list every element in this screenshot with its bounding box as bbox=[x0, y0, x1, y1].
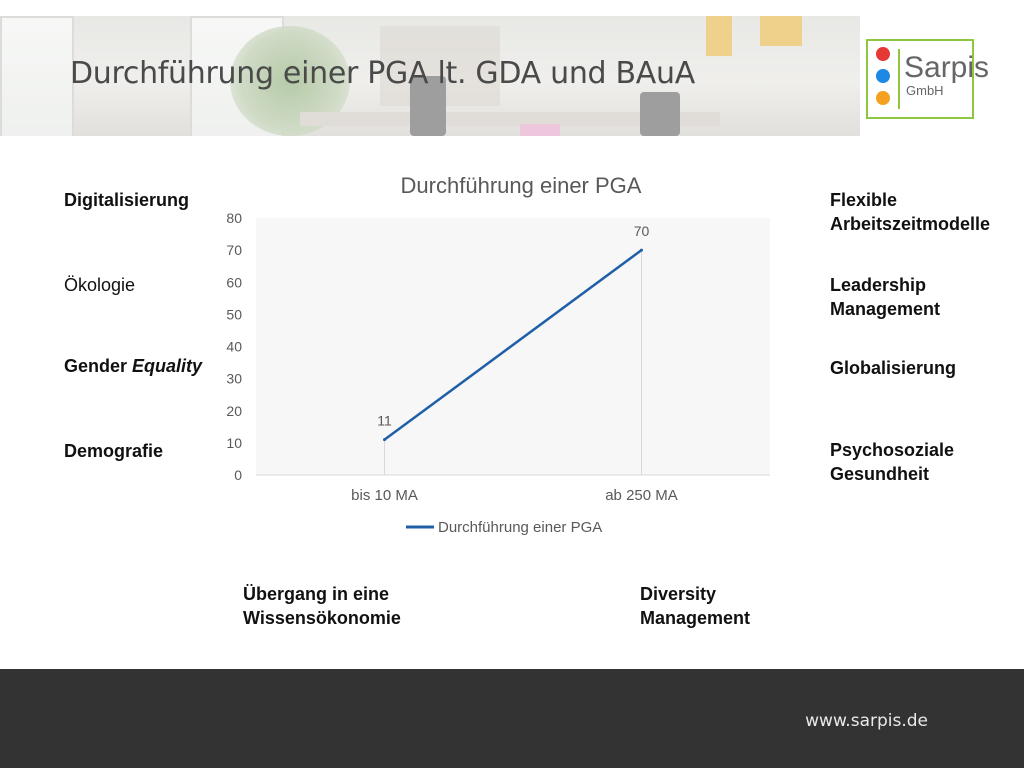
gears-icon bbox=[876, 69, 890, 83]
y-tick-label: 30 bbox=[226, 371, 242, 387]
data-label: 11 bbox=[377, 413, 392, 429]
header-photo-banner bbox=[0, 16, 860, 136]
window bbox=[0, 16, 74, 136]
label-globalisierung: Globalisierung bbox=[830, 356, 956, 380]
chair bbox=[410, 76, 446, 136]
logo-name: Sarpis bbox=[904, 51, 990, 84]
label-line: Globalisierung bbox=[830, 358, 957, 378]
label-line: Übergang in eine bbox=[243, 584, 390, 604]
label-line: Management bbox=[640, 608, 751, 628]
label-line: Management bbox=[830, 299, 941, 319]
label-diversity-management: Diversity Management bbox=[640, 582, 750, 630]
label-demografie: Demografie bbox=[64, 441, 164, 461]
label-wissensoekonomie: Übergang in eine Wissensökonomie bbox=[243, 582, 401, 630]
logo-divider bbox=[898, 49, 900, 109]
sarpis-logo: Sarpis GmbH bbox=[866, 39, 989, 119]
y-tick-label: 10 bbox=[226, 435, 242, 451]
label-line: Flexible bbox=[830, 190, 898, 210]
footer-url[interactable]: www.sarpis.de bbox=[805, 711, 928, 731]
y-tick-label: 80 bbox=[226, 210, 242, 226]
x-tick-label: bis 10 MA bbox=[351, 487, 418, 504]
slide-title: Durchführung einer PGA lt. GDA und BAuA bbox=[70, 56, 695, 91]
y-tick-label: 20 bbox=[226, 403, 242, 419]
y-tick-label: 40 bbox=[226, 339, 242, 355]
legend-label: Durchführung einer PGA bbox=[438, 519, 602, 536]
chair bbox=[640, 92, 680, 136]
label-gender-equality: Gender Equality bbox=[64, 354, 202, 378]
wall-note bbox=[706, 16, 732, 56]
data-point bbox=[640, 248, 643, 252]
label-line: Psychosoziale bbox=[830, 440, 955, 460]
banner-overlay bbox=[0, 16, 860, 136]
label-line: Gesundheit bbox=[830, 464, 930, 484]
label-line: Diversity bbox=[640, 584, 717, 604]
label-leadership-management: Leadership Management bbox=[830, 273, 940, 321]
label-line: Leadership bbox=[830, 275, 927, 295]
plot-area bbox=[256, 218, 770, 475]
label-line: Arbeitszeitmodelle bbox=[830, 214, 991, 234]
y-tick-label: 60 bbox=[226, 274, 242, 290]
brain-icon bbox=[876, 47, 890, 61]
line-chart: Durchführung einer PGA 0 10 20 30 40 50 60 70 80 b… bbox=[226, 173, 770, 536]
y-tick-label: 0 bbox=[234, 467, 242, 483]
label-line: Wissensökonomie bbox=[243, 608, 401, 628]
footer: www.sarpis.de bbox=[0, 669, 1024, 768]
y-tick-label: 70 bbox=[226, 242, 242, 258]
wall-note bbox=[760, 16, 802, 46]
data-point bbox=[383, 438, 386, 442]
label-equality: Equality bbox=[132, 356, 203, 376]
x-tick-label: ab 250 MA bbox=[605, 487, 678, 504]
globe-icon bbox=[876, 91, 890, 105]
label-oekologie: Ökologie bbox=[64, 275, 136, 295]
logo-subtitle: GmbH bbox=[906, 83, 944, 98]
series-line bbox=[383, 249, 643, 441]
chart-title: Durchführung einer PGA bbox=[401, 173, 642, 198]
label-digitalisierung: Digitalisierung bbox=[64, 190, 190, 210]
label-psychosoziale-gesundheit: Psychosoziale Gesundheit bbox=[830, 438, 954, 486]
desk bbox=[300, 112, 720, 126]
label-gender: Gender bbox=[64, 356, 133, 376]
y-tick-label: 50 bbox=[226, 306, 242, 322]
label-flexible-arbeitszeitmodelle: Flexible Arbeitszeitmodelle bbox=[830, 188, 990, 236]
pink-object bbox=[520, 124, 560, 136]
data-label: 70 bbox=[634, 223, 650, 239]
